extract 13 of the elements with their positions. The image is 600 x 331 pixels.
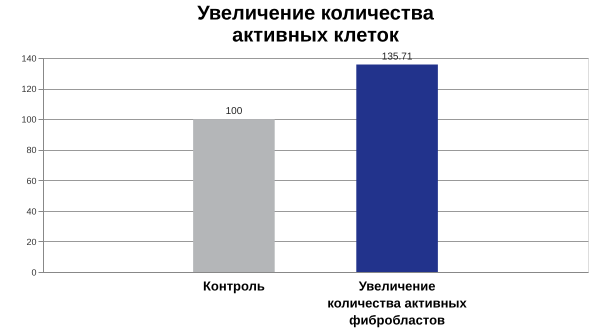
x-tick-label: Увеличение количества активных фибробластов: [327, 278, 468, 328]
y-tick-label: 80: [26, 145, 36, 156]
data-label: 135.71: [382, 52, 413, 63]
y-tick-label: 40: [26, 206, 36, 216]
y-tick-label: 120: [21, 84, 36, 94]
chart-title: Увеличение количества активных клеток: [197, 2, 435, 47]
y-tick-label: 140: [21, 54, 36, 64]
y-tick-label: 60: [26, 176, 36, 186]
y-tick-label: 100: [21, 114, 36, 125]
data-label: 100: [226, 106, 243, 118]
y-tick-label: 20: [26, 236, 36, 247]
y-tick-label: 0: [31, 268, 36, 278]
x-tick-label: Контроль: [202, 278, 265, 294]
